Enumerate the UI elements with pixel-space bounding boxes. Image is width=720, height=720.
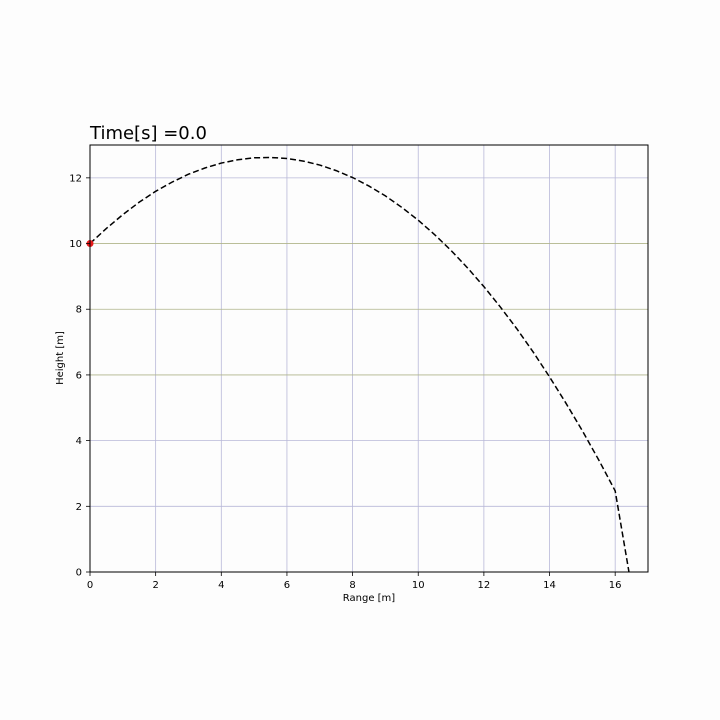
x-tick-label: 10 [412, 580, 425, 591]
y-tick-label: 10 [69, 239, 82, 250]
y-axis: 0 2 4 6 8 10 12 [69, 173, 90, 579]
x-axis-label: Range [m] [343, 593, 396, 604]
y-axis-label: Height [m] [55, 331, 66, 385]
x-tick-label: 14 [543, 580, 556, 591]
y-tick-label: 0 [76, 568, 82, 579]
x-tick-label: 8 [349, 580, 355, 591]
series-layer [86, 156, 630, 573]
grid [90, 145, 648, 572]
x-tick-label: 12 [478, 580, 491, 591]
x-axis: 0 2 4 6 8 10 12 14 16 [87, 572, 622, 591]
x-tick-label: 6 [284, 580, 290, 591]
y-tick-label: 6 [76, 370, 82, 381]
plot-frame [89, 144, 649, 573]
y-tick-label: 4 [76, 436, 82, 447]
y-tick-label: 8 [76, 305, 82, 316]
y-tick-label: 12 [69, 173, 82, 184]
x-tick-label: 4 [218, 580, 224, 591]
y-tick-label: 2 [76, 502, 82, 513]
x-tick-label: 0 [87, 580, 93, 591]
x-tick-label: 16 [609, 580, 622, 591]
x-tick-label: 2 [152, 580, 158, 591]
chart-title: Time[s] =0.0 [89, 123, 207, 144]
trajectory-line [89, 156, 630, 573]
